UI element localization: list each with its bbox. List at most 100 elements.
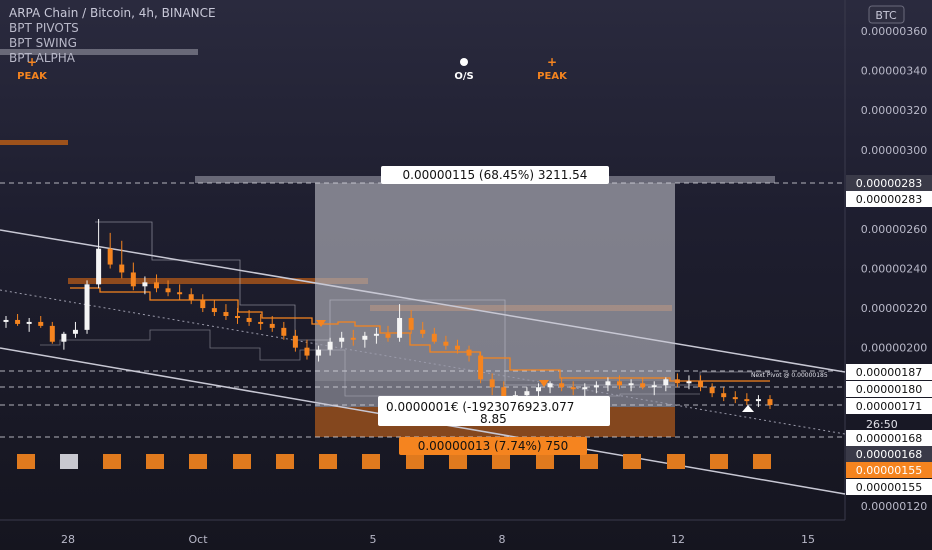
candle-body [142,282,148,287]
candle [269,316,275,332]
candle [362,331,368,348]
signal-square [233,454,251,469]
candle-body [628,383,634,386]
price-tag-label: 0.00000155 [856,481,922,494]
price-label-tags: 0.00000283 0.00000283 0.00000187 0.00000180… [846,175,932,495]
candle [744,393,750,406]
price-tick-label: 0.00000120 [861,500,927,513]
price-tick-label: 0.00000320 [861,104,927,117]
price-tag-label: 0.00000168 [856,432,922,445]
candle-body [755,399,761,402]
price-axis: 0.00000360 0.00000340 0.00000320 0.00000300… [861,25,927,513]
candle [153,274,159,293]
measure-mid-label: 0.0000001€ (-1923076923.077 [386,400,574,414]
candle [651,381,657,396]
candle [292,329,298,352]
candle [373,327,379,344]
price-tag: 0.00000180 [846,381,932,397]
price-tick-label: 0.00000200 [861,342,927,355]
candle-body [235,316,241,318]
candle [119,240,125,279]
candle-body [489,379,495,388]
candle-body [617,381,623,386]
candle-body [373,333,379,336]
candle [640,377,646,390]
candle-body [582,387,588,390]
os-dot-marker [460,58,468,66]
candle [547,381,553,394]
candle-body [61,333,67,342]
candle [107,232,113,269]
candle [593,381,599,394]
candle [142,276,148,295]
signal-square [492,454,510,469]
down-triangle-marker [316,320,326,327]
candle [327,337,333,356]
candle [15,314,21,326]
legend-indicator[interactable]: BPT ALPHA [9,51,75,65]
currency-badge[interactable]: BTC [868,5,905,24]
signal-square [276,454,294,469]
price-tag-label: 0.00000283 [856,193,922,206]
candle [397,304,403,342]
candle [211,300,217,316]
candle-body [397,317,403,338]
trailing-stop-line [70,287,770,382]
candle [281,321,287,340]
price-tag-bg [846,479,932,495]
candle-body [408,317,414,330]
measure-bottom-label: 0.00000013 (7.74%) 750 [418,439,569,453]
candle-body [524,391,530,396]
signal-square [710,454,728,469]
candle [559,377,565,392]
candle [674,373,680,388]
price-tag-bg [846,191,932,207]
candle-body [26,321,32,324]
candle-body [350,337,356,340]
time-tick-label: 8 [499,533,506,546]
price-tag-bg [846,398,932,414]
candle [408,310,414,334]
candle-body [269,323,275,328]
price-tag: 0.00000171 [846,398,932,414]
candle [686,375,692,390]
price-tag-bg [846,430,932,446]
price-tick-label: 0.00000360 [861,25,927,38]
candle [420,321,426,338]
candle-body [593,385,599,388]
candle-body [420,329,426,334]
candle-body [709,387,715,394]
price-tag: 0.00000283 [846,175,932,191]
currency-badge-label: BTC [875,9,897,22]
legend-indicator[interactable]: BPT SWING [9,36,77,50]
measure-mid-label-2: 8.85 [480,412,507,426]
candle-body [570,387,576,390]
candle-body [188,294,194,301]
candle-body [281,327,287,336]
candle [3,316,9,328]
signal-square [189,454,207,469]
candle [732,391,738,404]
signal-squares-row [17,454,771,469]
legend-indicator[interactable]: BPT PIVOTS [9,21,79,35]
pivot-level-band [0,49,198,55]
candle [258,314,264,330]
chart-legend: ARPA Chain / Bitcoin, 4h, BINANCE BPT PI… [9,6,216,66]
candle-body [466,349,472,356]
candle-body [339,337,345,342]
candle [72,321,78,338]
candle-body [501,387,507,400]
candle [177,284,183,301]
price-tag: 0.00000187 [846,364,932,380]
candle-body [15,319,21,324]
candle-body [385,333,391,338]
candle [96,219,102,289]
price-tick-label: 0.00000260 [861,223,927,236]
price-tag-bg [846,446,932,462]
measure-mid-tag: 0.0000001€ (-1923076923.077 8.85 [378,396,610,426]
candle [130,262,136,291]
time-tick-label: Oct [188,533,208,546]
candle [350,329,356,346]
candle-body [153,282,159,289]
